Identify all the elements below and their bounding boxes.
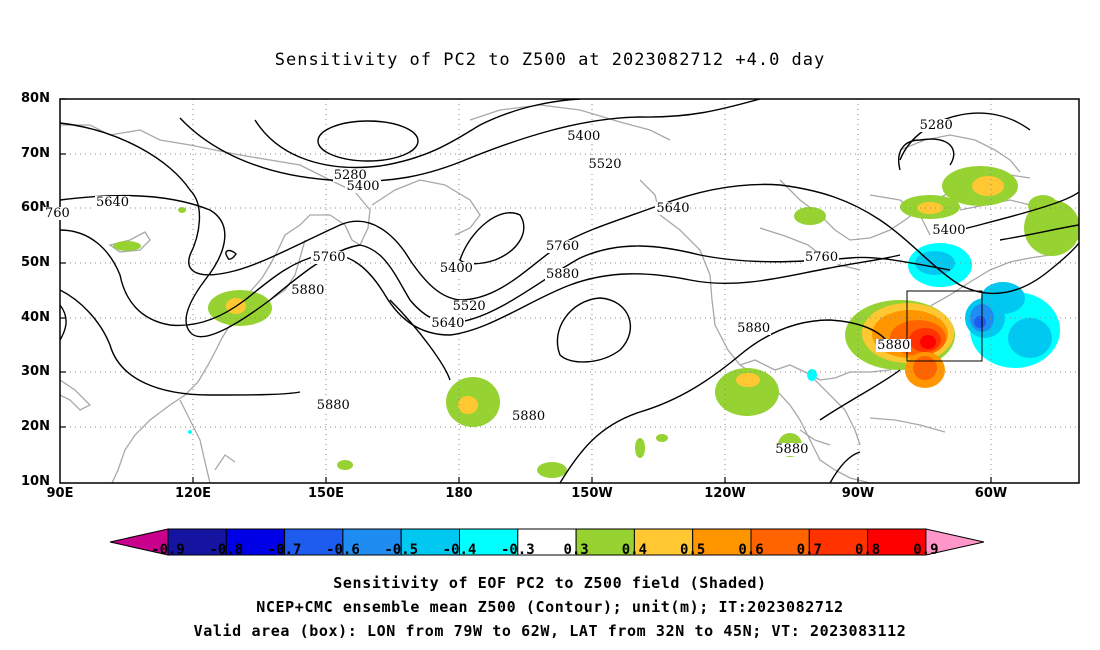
lon-label-150e: 150E: [307, 486, 345, 501]
contour-label: 760: [44, 206, 71, 222]
colorbar-cell: [459, 528, 519, 556]
contour-label: 5880: [511, 409, 547, 425]
contour-label: 5760: [311, 250, 347, 266]
colorbar-tick-label: -0.8: [209, 542, 244, 558]
colorbar-high-arrow: [925, 528, 985, 556]
lat-label-40n: 40N: [21, 310, 50, 325]
contour-label: 5760: [804, 250, 840, 266]
contour-label: 5520: [587, 156, 623, 172]
contour-label: 5760: [545, 239, 581, 255]
lat-label-30n: 30N: [21, 364, 50, 379]
contour-label: 5640: [655, 200, 691, 216]
lat-label-10n: 10N: [21, 474, 50, 489]
colorbar-cell: [167, 528, 227, 556]
lat-label-70n: 70N: [21, 146, 50, 161]
colorbar-tick-label: -0.6: [326, 542, 360, 558]
colorbar-cell: [225, 528, 286, 556]
colorbar-tick-label: 0.3: [563, 542, 589, 558]
contour-label: 5880: [876, 337, 912, 353]
lon-label-90w: 90W: [841, 486, 875, 501]
contour-label: 5400: [345, 178, 381, 194]
contour-label: 5880: [290, 283, 326, 298]
colorbar-tick-label: 0.7: [796, 542, 822, 558]
lon-label-150w: 150W: [571, 486, 613, 501]
contour-label: 5520: [451, 299, 487, 315]
contour-label: 5280: [332, 167, 368, 183]
lat-label-20n: 20N: [21, 419, 50, 434]
colorbar-tick-label: 0.8: [854, 542, 881, 558]
colorbar-cell: [400, 528, 461, 556]
note-valid-area: Valid area (box): LON from 79W to 62W, L…: [193, 622, 907, 640]
colorbar-tick-label: 0.4: [621, 542, 648, 558]
lat-label-50n: 50N: [21, 255, 50, 270]
colorbar-cell: [633, 528, 694, 556]
note-shading: Sensitivity of EOF PC2 to Z500 field (Sh…: [333, 574, 767, 592]
contour-label: 5400: [438, 261, 474, 277]
z500-contours: [60, 99, 1079, 483]
contour-label: 5400: [566, 129, 602, 145]
colorbar-cell: [808, 528, 869, 556]
colorbar-cell: [750, 528, 810, 556]
plot-title: Sensitivity of PC2 to Z500 at 2023082712…: [274, 50, 826, 70]
contour-label: 5880: [774, 442, 810, 458]
lon-label-60w: 60W: [974, 486, 1008, 501]
colorbar-tick-label: 0.9: [913, 542, 939, 558]
valid-area-box: [906, 290, 983, 362]
lon-label-90e: 90E: [46, 486, 74, 501]
lat-label-60n: 60N: [21, 200, 50, 215]
contour-label: 5640: [430, 315, 466, 331]
note-contour: NCEP+CMC ensemble mean Z500 (Contour); u…: [256, 598, 844, 616]
colorbar-tick-label: -0.4: [442, 542, 477, 558]
grid: [60, 99, 1079, 483]
colorbar-cell: [692, 528, 752, 556]
contour-label: 5880: [736, 321, 772, 337]
lon-label-120e: 120E: [174, 486, 212, 501]
contour-label: 5280: [918, 118, 954, 134]
contour-label: 5400: [931, 222, 967, 238]
colorbar-cell: [284, 528, 344, 556]
colorbar-tick-label: -0.7: [267, 542, 302, 558]
contour-label: 5640: [94, 195, 131, 211]
colorbar-tick-label: 0.6: [738, 542, 764, 558]
lat-label-80n: 80N: [21, 91, 50, 106]
colorbar-tick-label: -0.5: [384, 542, 419, 558]
colorbar-tick-label: -0.9: [151, 542, 185, 558]
lon-label-120w: 120W: [704, 486, 746, 501]
lon-label-180: 180: [445, 486, 473, 501]
contour-label: 5880: [545, 266, 581, 282]
colorbar-tick-label: 0.5: [680, 542, 706, 558]
colorbar-cell: [575, 528, 635, 556]
colorbar-tick-label: -0.3: [500, 542, 535, 558]
contour-label: 5880: [315, 398, 351, 414]
